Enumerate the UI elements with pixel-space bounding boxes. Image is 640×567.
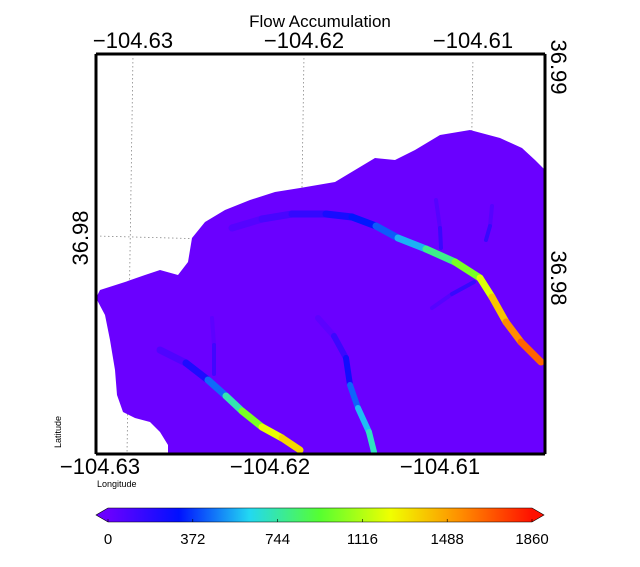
- north-tributary-2-segment: [484, 224, 492, 242]
- main-channel-segment: [228, 215, 266, 232]
- y-axis-label: Latitude: [53, 416, 63, 448]
- right-lat-tick-2: 36.98: [546, 250, 571, 305]
- central-channel-segment: [347, 382, 361, 411]
- north-tributary-1-segment: [438, 226, 443, 250]
- colorbar-min-arrow: [96, 508, 108, 522]
- main-channel-segment: [322, 210, 356, 221]
- top-lon-tick-3: −104.61: [433, 28, 513, 53]
- colorbar-gradient: [108, 508, 532, 522]
- chart-title: Flow Accumulation: [249, 12, 391, 31]
- main-channel-segment: [258, 210, 296, 223]
- west-tributary-segment: [210, 316, 216, 347]
- watershed-area: [96, 130, 545, 454]
- central-channel-segment: [315, 315, 337, 339]
- west-channel-segment: [182, 359, 212, 384]
- main-channel-segment: [394, 234, 430, 253]
- west-channel-segment: [278, 434, 304, 454]
- main-channel-segment: [488, 293, 510, 326]
- colorbar-tick-label: 372: [180, 531, 205, 548]
- main-channel-segment: [451, 258, 484, 282]
- bottom-lon-tick-3: −104.61: [400, 454, 480, 479]
- colorbar-tick-label: 1860: [515, 531, 548, 548]
- x-axis-label: Longitude: [97, 479, 137, 489]
- top-lon-tick-2: −104.62: [264, 28, 344, 53]
- bottom-lon-tick-2: −104.62: [230, 454, 310, 479]
- colorbar-tick-label: 1488: [431, 531, 464, 548]
- main-channel-segment: [422, 245, 459, 266]
- main-channel-segment: [348, 213, 380, 230]
- north-tributary-2-segment: [488, 204, 494, 228]
- west-channel-segment: [222, 392, 246, 415]
- main-channel-segment: [502, 318, 525, 346]
- central-channel-segment: [355, 405, 372, 435]
- west-channel-segment: [238, 407, 266, 431]
- central-channel-segment: [343, 355, 353, 388]
- main-channel-segment: [372, 222, 402, 242]
- colorbar-tick-label: 744: [265, 531, 290, 548]
- west-channel-segment: [204, 376, 230, 400]
- main-channel-segment: [476, 274, 496, 301]
- basin-raster: [96, 130, 545, 454]
- top-lon-tick-1: −104.63: [93, 28, 173, 53]
- left-lat-tick-1: 36.98: [68, 210, 93, 265]
- central-channel-segment: [331, 333, 349, 361]
- north-tributary-1-segment: [434, 198, 442, 230]
- colorbar-tick-label: 1116: [347, 531, 378, 548]
- colorbar-max-arrow: [532, 508, 544, 522]
- colorbar: 0 372 744 1116 1488 1860: [95, 507, 549, 548]
- map-notch: [472, 54, 545, 60]
- west-channel-segment: [156, 346, 190, 367]
- right-lat-tick-1: 36.99: [546, 39, 571, 94]
- west-channel-segment: [258, 423, 286, 442]
- colorbar-tick-label: 0: [104, 531, 112, 548]
- bottom-lon-tick-1: −104.63: [60, 454, 140, 479]
- side-tributary-segment: [450, 280, 476, 296]
- central-channel-segment: [366, 429, 377, 454]
- main-channel-segment: [517, 338, 545, 366]
- side-tributary-segment: [430, 292, 454, 310]
